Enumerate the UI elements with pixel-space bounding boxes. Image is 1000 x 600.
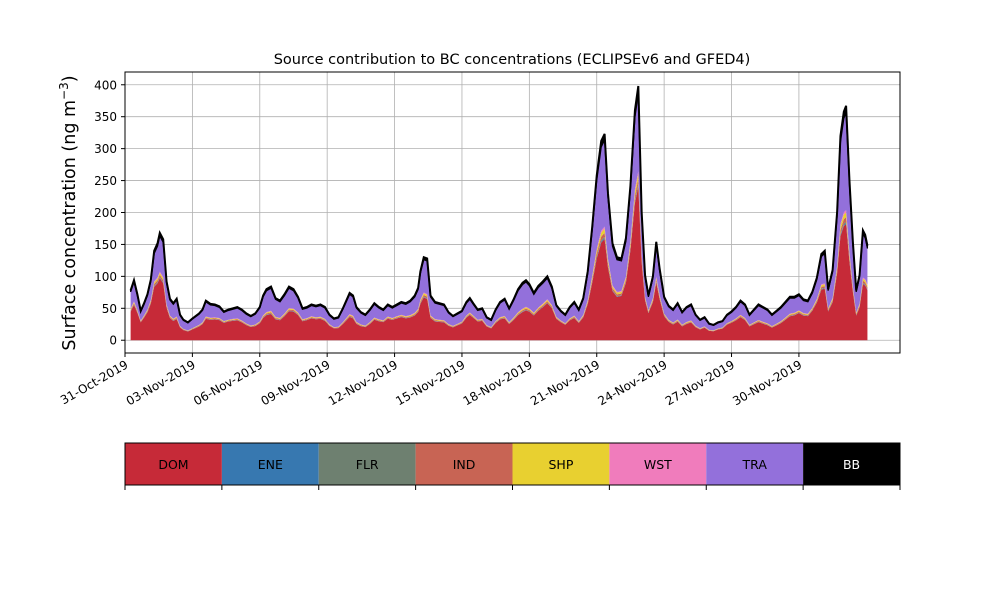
x-tick-label: 15-Nov-2019 xyxy=(393,357,467,408)
legend-label-bb: BB xyxy=(843,457,860,472)
x-tick-label: 03-Nov-2019 xyxy=(124,357,198,408)
x-tick-label: 24-Nov-2019 xyxy=(595,357,669,408)
legend-label-shp: SHP xyxy=(549,457,574,472)
y-tick-label: 250 xyxy=(94,174,117,188)
y-tick-label: 0 xyxy=(109,334,117,348)
y-tick-label: 300 xyxy=(94,142,117,156)
legend-label-tra: TRA xyxy=(742,457,768,472)
x-tick-label: 06-Nov-2019 xyxy=(191,357,265,408)
area-tra xyxy=(130,93,868,331)
legend-swatch-shp xyxy=(512,443,610,485)
legend-label-ind: IND xyxy=(453,457,476,472)
y-tick-label: 150 xyxy=(94,238,117,252)
total-outline xyxy=(129,85,869,326)
legend-swatch-wst xyxy=(609,443,707,485)
y-tick-label: 100 xyxy=(94,270,117,284)
legend-label-ene: ENE xyxy=(258,457,283,472)
legend-label-dom: DOM xyxy=(158,457,188,472)
y-axis-label-exponent: −3 xyxy=(57,82,71,100)
x-tick-label: 27-Nov-2019 xyxy=(663,357,737,408)
y-axis-label-close: ) xyxy=(60,75,80,82)
legend-label-wst: WST xyxy=(644,457,672,472)
y-tick-label: 200 xyxy=(94,206,117,220)
x-tick-label: 12-Nov-2019 xyxy=(326,357,400,408)
legend-swatch-dom xyxy=(125,443,222,485)
y-tick-label: 50 xyxy=(102,302,117,316)
x-axis: 31-Oct-201903-Nov-201906-Nov-201909-Nov-… xyxy=(58,353,804,408)
source-legend: DOM ENE FLR IND SHP WST TRA BB xyxy=(124,442,901,490)
x-tick-label: 09-Nov-2019 xyxy=(258,357,332,408)
x-tick-label: 31-Oct-2019 xyxy=(58,357,130,407)
x-tick-label: 21-Nov-2019 xyxy=(528,357,602,408)
y-tick-label: 350 xyxy=(94,110,117,124)
y-axis: 0 50 100 150 200 250 300 350 400 xyxy=(94,78,125,348)
x-tick-label: 30-Nov-2019 xyxy=(730,357,804,408)
x-tick-label: 18-Nov-2019 xyxy=(461,357,535,408)
legend-swatch-bb xyxy=(803,443,900,485)
legend-label-flr: FLR xyxy=(356,457,379,472)
legend-swatch-ind xyxy=(415,443,513,485)
area-dom xyxy=(130,186,868,341)
y-axis-label: Surface concentration (ng m−3) xyxy=(57,75,80,350)
stacked-areas xyxy=(129,85,869,341)
legend-swatch-ene xyxy=(221,443,319,485)
legend-swatch-tra xyxy=(706,443,804,485)
y-axis-label-main: Surface concentration (ng m xyxy=(60,100,80,351)
chart-title: Source contribution to BC concentrations… xyxy=(274,52,751,68)
y-tick-label: 400 xyxy=(94,78,117,92)
legend-swatch-flr xyxy=(318,443,416,485)
area-bb xyxy=(130,85,869,327)
